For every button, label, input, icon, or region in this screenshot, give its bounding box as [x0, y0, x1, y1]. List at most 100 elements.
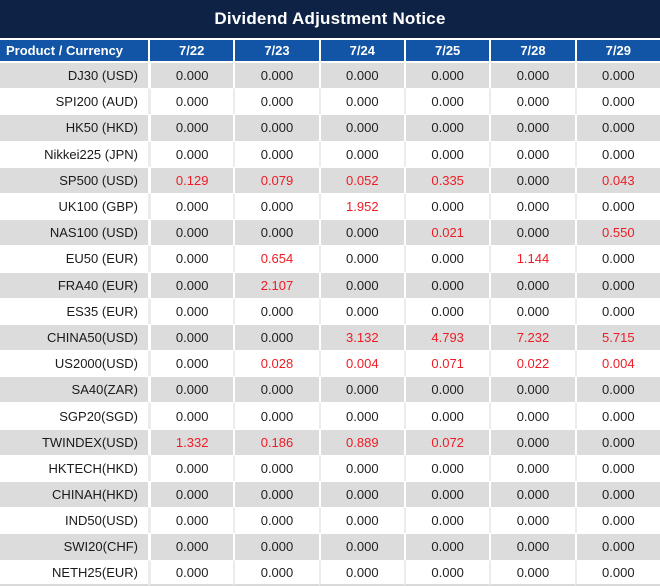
- value-cell: 0.000: [489, 454, 575, 481]
- value-cell: 0.000: [489, 533, 575, 560]
- value-cell: 0.000: [489, 192, 575, 220]
- table-row: SGP20(SGD) 0.000 0.000 0.000 0.000 0.000 0.000: [0, 402, 660, 429]
- value-cell: 0.000: [148, 62, 234, 89]
- value-cell: 0.043: [574, 166, 660, 193]
- value-cell: 0.000: [148, 533, 234, 560]
- value-cell: 0.000: [233, 114, 319, 141]
- table-row: EU50 (EUR) 0.000 0.654 0.000 0.000 1.144 0.000: [0, 245, 660, 272]
- value-cell: 0.000: [233, 402, 319, 429]
- product-cell: HKTECH(HKD): [0, 454, 148, 481]
- value-cell: 0.052: [318, 166, 404, 193]
- value-cell: 0.335: [403, 166, 490, 193]
- value-cell: 0.000: [403, 192, 490, 220]
- value-cell: 0.000: [403, 507, 490, 534]
- value-cell: 5.715: [574, 323, 660, 351]
- value-cell: 0.000: [489, 140, 575, 167]
- value-cell: 0.000: [403, 376, 490, 403]
- value-cell: 0.000: [574, 402, 660, 429]
- value-cell: 0.000: [574, 62, 660, 89]
- value-cell: 4.793: [403, 323, 490, 351]
- value-cell: 0.000: [574, 271, 660, 298]
- product-cell: FRA40 (EUR): [0, 271, 148, 298]
- table-header: Product / Currency 7/22 7/23 7/24 7/25 7/28 7/…: [0, 40, 660, 62]
- value-cell: 0.000: [318, 402, 404, 429]
- value-cell: 2.107: [233, 271, 319, 298]
- product-cell: EU50 (EUR): [0, 245, 148, 272]
- value-cell: 0.000: [318, 533, 404, 560]
- table-row: HKTECH(HKD) 0.000 0.000 0.000 0.000 0.000 0.00…: [0, 454, 660, 481]
- product-cell: ES35 (EUR): [0, 297, 148, 324]
- title-bar: Dividend Adjustment Notice: [0, 0, 660, 40]
- product-cell: US2000(USD): [0, 350, 148, 377]
- product-cell: HK50 (HKD): [0, 114, 148, 141]
- value-cell: 0.000: [403, 559, 490, 586]
- value-cell: 0.000: [318, 88, 404, 115]
- value-cell: 0.654: [233, 245, 319, 272]
- value-cell: 0.000: [233, 192, 319, 220]
- date-column-header: 7/24: [318, 40, 404, 62]
- product-cell: SP500 (USD): [0, 166, 148, 193]
- value-cell: 0.000: [318, 454, 404, 481]
- table-body: DJ30 (USD) 0.000 0.000 0.000 0.000 0.000 0.000…: [0, 62, 660, 586]
- value-cell: 0.000: [148, 140, 234, 167]
- value-cell: 0.028: [233, 350, 319, 377]
- value-cell: 0.000: [148, 481, 234, 508]
- value-cell: 0.022: [489, 350, 575, 377]
- value-cell: 0.000: [233, 323, 319, 351]
- value-cell: 0.000: [403, 114, 490, 141]
- value-cell: 0.000: [489, 271, 575, 298]
- product-cell: DJ30 (USD): [0, 62, 148, 89]
- value-cell: 0.000: [574, 140, 660, 167]
- product-cell: CHINA50(USD): [0, 323, 148, 351]
- table-row: UK100 (GBP) 0.000 0.000 1.952 0.000 0.000 0.00…: [0, 192, 660, 220]
- value-cell: 0.000: [489, 62, 575, 89]
- table-row: SP500 (USD) 0.129 0.079 0.052 0.335 0.000 0.04…: [0, 166, 660, 193]
- date-column-header: 7/23: [233, 40, 319, 62]
- date-column-header: 7/29: [574, 40, 660, 62]
- product-cell: NAS100 (USD): [0, 219, 148, 246]
- value-cell: 0.000: [574, 559, 660, 586]
- value-cell: 0.000: [574, 428, 660, 455]
- value-cell: 0.000: [318, 114, 404, 141]
- value-cell: 0.000: [574, 454, 660, 481]
- value-cell: 0.000: [233, 88, 319, 115]
- value-cell: 0.000: [148, 219, 234, 246]
- value-cell: 7.232: [489, 323, 575, 351]
- value-cell: 0.000: [233, 507, 319, 534]
- value-cell: 0.000: [233, 297, 319, 324]
- value-cell: 0.000: [318, 62, 404, 89]
- product-cell: SA40(ZAR): [0, 376, 148, 403]
- product-cell: SPI200 (AUD): [0, 88, 148, 115]
- product-cell: NETH25(EUR): [0, 559, 148, 586]
- value-cell: 0.000: [403, 245, 490, 272]
- value-cell: 0.129: [148, 166, 234, 193]
- value-cell: 0.000: [148, 507, 234, 534]
- value-cell: 0.000: [148, 271, 234, 298]
- value-cell: 0.000: [148, 114, 234, 141]
- value-cell: 0.000: [489, 428, 575, 455]
- product-cell: IND50(USD): [0, 507, 148, 534]
- date-column-header: 7/22: [148, 40, 234, 62]
- table-row: US2000(USD) 0.000 0.028 0.004 0.071 0.022 0.00…: [0, 350, 660, 377]
- value-cell: 0.000: [148, 245, 234, 272]
- value-cell: 1.144: [489, 245, 575, 272]
- value-cell: 0.000: [318, 481, 404, 508]
- value-cell: 0.000: [148, 376, 234, 403]
- value-cell: 0.000: [318, 507, 404, 534]
- value-cell: 0.000: [489, 114, 575, 141]
- value-cell: 0.000: [489, 559, 575, 586]
- table-row: Nikkei225 (JPN) 0.000 0.000 0.000 0.000 0.000…: [0, 140, 660, 167]
- product-currency-header: Product / Currency: [0, 40, 148, 62]
- value-cell: 0.000: [403, 62, 490, 89]
- value-cell: 0.000: [574, 245, 660, 272]
- value-cell: 0.000: [489, 376, 575, 403]
- value-cell: 0.000: [233, 376, 319, 403]
- table-row: FRA40 (EUR) 0.000 2.107 0.000 0.000 0.000 0.00…: [0, 271, 660, 298]
- value-cell: 0.000: [318, 271, 404, 298]
- product-cell: UK100 (GBP): [0, 192, 148, 220]
- table-row: NAS100 (USD) 0.000 0.000 0.000 0.021 0.000 0.5…: [0, 219, 660, 246]
- value-cell: 0.000: [403, 271, 490, 298]
- value-cell: 0.000: [489, 507, 575, 534]
- value-cell: 0.000: [489, 166, 575, 193]
